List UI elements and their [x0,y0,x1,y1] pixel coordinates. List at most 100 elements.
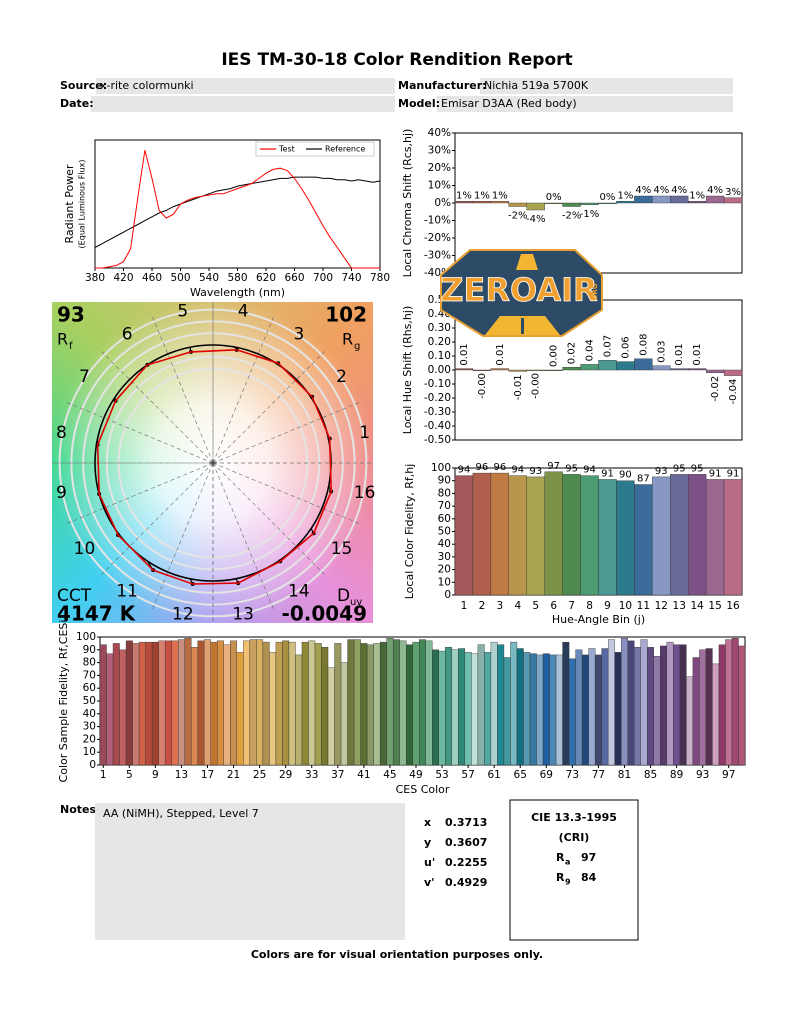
x-tick-label: 740 [341,272,361,284]
y-tick-label: -0.20 [424,392,451,404]
bar [112,643,120,766]
value-label: 0.01 [674,343,685,365]
field-label: Source: [60,79,107,92]
colorimetry-value: 0.4929 [445,876,487,889]
value-label: -4% [526,214,545,225]
bar [568,658,576,766]
bar [243,640,251,766]
bar [687,368,707,371]
value-label: 0% [600,192,616,203]
bin-divider [212,462,275,612]
bar [327,667,335,766]
line-series [95,150,380,269]
y-tick-label: 20% [428,162,451,174]
bar [718,644,726,766]
bar [526,202,545,211]
y-tick-label: 0.10 [428,350,451,362]
x-tick-label: 13 [175,769,188,781]
y-tick-label: 50 [83,695,96,707]
bar [594,654,602,766]
field-value: Emisar D3AA (Red body) [441,97,577,110]
bar [616,361,635,371]
rg-symbol: R [342,330,353,349]
bar [230,640,238,766]
bar [523,652,531,766]
y-tick-label: 10% [428,180,451,192]
bar [692,657,700,766]
bar [544,471,563,596]
bin-divider [99,462,214,577]
x-tick-label: 37 [331,769,344,781]
field-label: Date: [60,97,94,110]
bar [158,640,166,766]
bar [340,662,348,766]
bar [249,639,257,766]
y-tick-label: 50 [438,526,451,538]
bar [412,641,420,766]
y-tick-label: 90 [83,644,96,656]
x-tick-label: 6 [550,600,557,612]
bar [119,649,127,766]
bar [598,479,617,596]
value-label: 1% [689,190,705,201]
hue-bin-label: 12 [172,605,194,625]
bar [660,645,668,766]
x-tick-label: 73 [566,769,579,781]
bar [269,652,277,766]
value-label: 4% [635,185,651,196]
hue-bin-label: 8 [56,423,67,443]
bar [647,647,654,766]
x-tick-label: 540 [199,272,219,284]
bar [314,643,322,766]
value-label: 91 [709,468,722,479]
value-label: 91 [601,468,614,479]
x-tick-label: 7 [568,600,575,612]
bar [458,648,466,766]
value-label: -2% [508,211,527,222]
y-tick-label: 40 [83,708,96,720]
y-tick-label: -30% [424,250,451,262]
rf-symbol: R [57,330,68,349]
x-tick-label: 85 [644,769,657,781]
bar [191,647,198,766]
y-tick-label: 100 [431,462,451,474]
bar [508,369,527,372]
bar [614,652,622,766]
bar [616,480,635,596]
colorimetry-label: y [424,836,431,849]
hue-bin-label: 13 [232,605,254,625]
value-label: 0.07 [602,335,613,357]
x-tick-label: 660 [284,272,304,284]
value-label: 0% [546,192,562,203]
value-label: 95 [565,463,578,474]
bar [616,201,635,204]
bar [451,649,459,766]
rg-value: 102 [325,303,367,327]
x-tick-label: 2 [479,600,486,612]
y-tick-label: 0.30 [428,322,451,334]
x-tick-label: 700 [313,272,333,284]
bar [151,641,159,766]
duv-subscript: uv [350,597,362,608]
bar [454,368,474,371]
value-label: 4% [671,185,687,196]
logo-suffix: ORG [591,283,599,300]
bar [321,647,329,766]
y-axis-label: Local Chroma Shift (Rcs,hj) [401,129,414,278]
bar [386,638,394,766]
x-tick-label: 9 [152,769,159,781]
bar [308,640,316,766]
y-tick-label: -0.40 [424,420,451,432]
bin-divider [212,349,327,464]
report-title: IES TM-30-18 Color Rendition Report [221,50,572,70]
bar [425,640,433,766]
bar [197,640,205,766]
value-label: 94 [458,465,471,476]
value-label: -0.01 [513,374,524,400]
bar [508,475,527,596]
bar [536,654,544,766]
cri-subtitle: (CRI) [559,831,590,844]
colorimetry-label: v' [424,876,435,889]
